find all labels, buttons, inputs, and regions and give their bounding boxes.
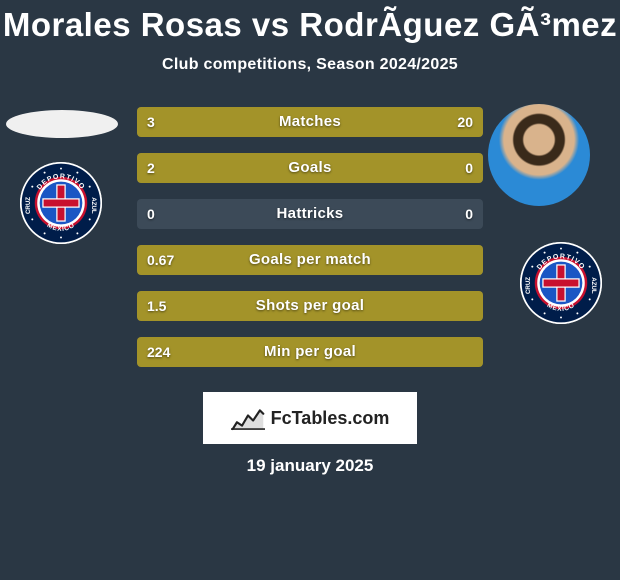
stat-bars-container: 320Matches 20Goals 00Hattricks 0.67Goals pe… (137, 107, 483, 383)
stat-label: Matches (137, 107, 483, 137)
stat-label: Min per goal (137, 337, 483, 367)
stat-row: 224Min per goal (137, 337, 483, 367)
club-badge-left: DEPORTIVO MEXICO CRUZ AZUL (20, 162, 102, 244)
svg-text:AZUL: AZUL (590, 277, 597, 294)
svg-text:CRUZ: CRUZ (25, 197, 32, 214)
player-photo-left-placeholder (6, 110, 118, 138)
club-badge-right: DEPORTIVO MEXICO CRUZ AZUL (520, 242, 602, 324)
stat-row: 20Goals (137, 153, 483, 183)
stat-row: 320Matches (137, 107, 483, 137)
fctables-watermark: FcTables.com (203, 392, 417, 444)
stat-label: Goals per match (137, 245, 483, 275)
comparison-title: Morales Rosas vs RodrÃ­guez GÃ³mez (0, 0, 620, 44)
stat-label: Goals (137, 153, 483, 183)
stat-row: 0.67Goals per match (137, 245, 483, 275)
svg-text:CRUZ: CRUZ (525, 277, 532, 294)
cruz-azul-logo-icon: DEPORTIVO MEXICO CRUZ AZUL (20, 162, 102, 244)
stat-label: Shots per goal (137, 291, 483, 321)
fctables-label: FcTables.com (271, 408, 390, 429)
comparison-subtitle: Club competitions, Season 2024/2025 (0, 56, 620, 74)
cruz-azul-logo-icon: DEPORTIVO MEXICO CRUZ AZUL (520, 242, 602, 324)
fctables-logo-icon (231, 405, 265, 431)
stat-row: 00Hattricks (137, 199, 483, 229)
svg-text:AZUL: AZUL (90, 197, 97, 214)
player-photo-right (488, 104, 590, 206)
stat-label: Hattricks (137, 199, 483, 229)
stat-row: 1.5Shots per goal (137, 291, 483, 321)
comparison-date: 19 january 2025 (0, 456, 620, 476)
